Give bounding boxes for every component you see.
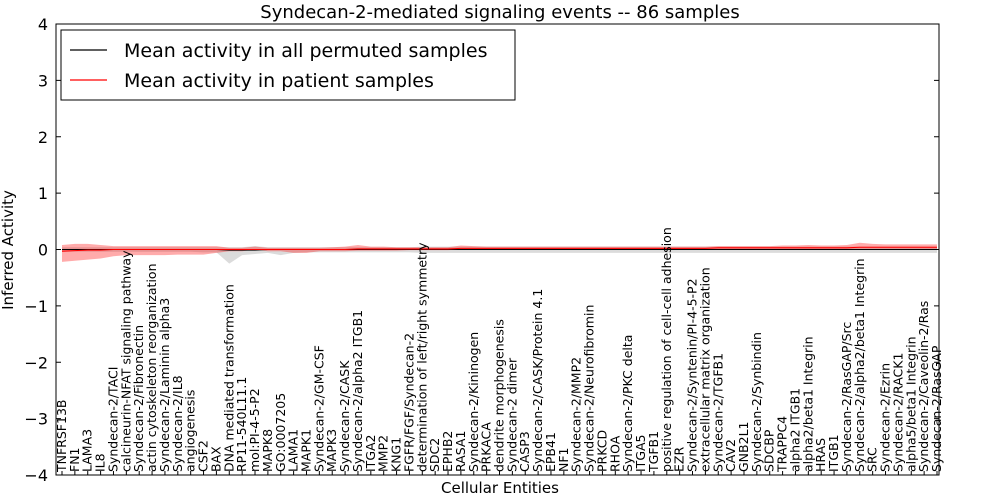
x-tick-label: MAPK3 — [324, 429, 339, 472]
y-tick-label: −1 — [24, 297, 48, 316]
x-tick-label: Syndecan-2/IL8 — [170, 375, 185, 472]
x-tick-label: Syndecan-2/Kininogen — [466, 332, 481, 472]
x-tick-label: calcineurin-NFAT signaling pathway — [118, 250, 133, 472]
x-tick-label: Syndecan-2/RasGAP/Src — [839, 322, 854, 472]
x-tick-label: LAMA3 — [80, 429, 95, 472]
x-tick-label: Syndecan-2/Neurofibromin — [582, 305, 597, 472]
x-tick-label: EZR — [672, 447, 687, 472]
y-axis: 4 3 2 1 0 −1 −2 −3 −4 — [24, 15, 939, 485]
x-tick-label: GO:0007205 — [273, 393, 288, 472]
x-tick-label: LAMA1 — [286, 429, 301, 472]
x-tick-label: RP11-540L11.1 — [234, 377, 249, 472]
x-tick-label: extracellular matrix organization — [697, 267, 712, 472]
x-tick-label: MMP2 — [376, 435, 391, 472]
x-tick-label: Syndecan-2/TGFB1 — [710, 353, 725, 472]
x-tick-label: GNB2L1 — [736, 422, 751, 472]
x-tick-label: PRKCD — [594, 430, 609, 472]
x-tick-label: KNG1 — [389, 437, 404, 472]
x-tick-label: FGFR/FGF/Syndecan-2 — [401, 333, 416, 472]
series-line-patient — [61, 246, 937, 252]
legend-label-permuted: Mean activity in all permuted samples — [124, 40, 487, 62]
x-tick-label: Syndecan-2/TACI — [105, 367, 120, 472]
x-tick-label: SDC2 — [427, 438, 442, 472]
x-tick-label: alpha5/beta1 Integrin — [903, 336, 918, 472]
x-axis: TNFRSF13BFN1LAMA3IL8Syndecan-2/TACIcalci… — [54, 227, 944, 475]
x-tick-label: HRAS — [813, 438, 828, 472]
x-tick-label: alpha2 ITGB1 — [787, 388, 802, 472]
x-tick-label: SRC — [865, 447, 880, 472]
x-tick-label: Syndecan-2/CASK — [337, 360, 352, 472]
x-tick-label: SDCBP — [762, 429, 777, 472]
x-tick-label: IL8 — [93, 453, 108, 472]
y-tick-label: 2 — [38, 128, 48, 147]
x-axis-label: Cellular Entities — [441, 479, 559, 497]
x-tick-label: Syndecan-2/RACK1 — [890, 353, 905, 472]
x-tick-label: RHOA — [607, 435, 622, 472]
x-tick-label: TNFRSF13B — [54, 400, 69, 473]
x-tick-label: PRKACA — [479, 422, 494, 472]
x-tick-label: determination of left/right symmetry — [414, 242, 429, 472]
y-tick-label: 1 — [38, 184, 48, 203]
x-tick-label: BAX — [208, 446, 223, 472]
x-tick-label: ITGA5 — [633, 434, 648, 472]
x-tick-label: actin cytoskeleton reorganization — [144, 263, 159, 472]
x-tick-label: FN1 — [67, 448, 82, 473]
y-tick-label: 4 — [38, 15, 48, 34]
x-tick-label: EPB41 — [543, 432, 558, 472]
x-tick-label: CAV2 — [723, 439, 738, 472]
plot-lines — [56, 246, 939, 252]
x-tick-label: Syndecan-2/alpha2/beta1 Integrin — [852, 258, 867, 472]
x-tick-label: angiogenesis — [183, 390, 198, 472]
x-tick-label: Syndecan-2/Fibronectin — [131, 325, 146, 472]
x-tick-label: MAPK8 — [260, 429, 275, 472]
y-axis-label: Inferred Activity — [0, 190, 17, 310]
x-tick-label: Syndecan-2/CASK/Protein 4.1 — [530, 289, 545, 472]
x-tick-label: ITGA2 — [363, 434, 378, 472]
x-tick-label: Syndecan-2/Laminin alpha3 — [157, 298, 172, 472]
x-tick-label: CASP3 — [517, 431, 532, 472]
y-tick-label: 3 — [38, 71, 48, 90]
y-tick-label: −3 — [24, 410, 48, 429]
x-tick-label: Syndecan-2/Synbindin — [749, 332, 764, 472]
x-tick-label: Syndecan-2/Caveolin-2/Ras — [916, 301, 931, 472]
y-tick-label: 0 — [38, 241, 48, 260]
x-tick-label: TRAPPC4 — [775, 416, 790, 473]
x-tick-label: Syndecan-2/MMP2 — [569, 357, 584, 472]
x-tick-label: mol:PI-4-5-P2 — [247, 388, 262, 472]
x-tick-label: ITGB1 — [826, 434, 841, 472]
x-tick-label: Syndecan-2/Syntenin/PI-4-5-P2 — [685, 278, 700, 472]
x-tick-label: CSF2 — [196, 440, 211, 472]
plot-bands — [62, 242, 937, 264]
x-tick-label: TGFB1 — [646, 431, 661, 473]
x-tick-label: positive regulation of cell-cell adhesio… — [659, 227, 674, 472]
x-tick-label: Syndecan-2 dimer — [504, 357, 519, 472]
x-tick-label: EPHB2 — [440, 431, 455, 472]
chart-title: Syndecan-2-mediated signaling events -- … — [260, 2, 739, 23]
x-tick-label: MAPK1 — [298, 429, 313, 472]
legend-label-patient: Mean activity in patient samples — [124, 70, 434, 92]
y-tick-label: −4 — [24, 466, 48, 485]
x-tick-label: Syndecan-2/RasGAP — [929, 345, 944, 472]
x-tick-label: Syndecan-2/Ezrin — [878, 363, 893, 472]
legend-box — [60, 29, 516, 101]
y-tick-label: −2 — [24, 353, 48, 372]
x-tick-label: Syndecan-2/PKC delta — [620, 335, 635, 472]
x-tick-label: Syndecan-2/alpha2 ITGB1 — [350, 310, 365, 472]
x-tick-label: Syndecan-2/GM-CSF — [311, 345, 326, 472]
x-tick-label: RASA1 — [453, 431, 468, 472]
band-permuted — [62, 246, 937, 264]
x-tick-label: DNA mediated transformation — [221, 284, 236, 472]
legend: Mean activity in all permuted samples Me… — [60, 29, 516, 101]
x-tick-label: dendrite morphogenesis — [492, 319, 507, 472]
x-tick-label: alpha2/beta1 Integrin — [800, 336, 815, 472]
x-tick-label: NF1 — [556, 448, 571, 473]
